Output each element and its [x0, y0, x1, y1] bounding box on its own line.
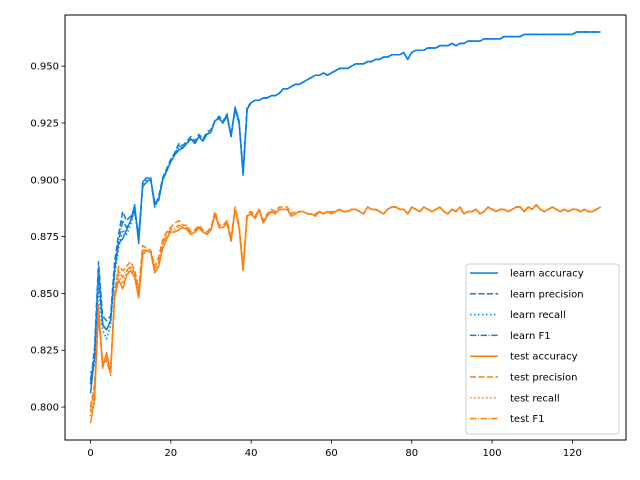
y-tick-label: 0.850 — [30, 289, 59, 300]
y-tick-label: 0.925 — [30, 118, 59, 129]
x-axis: 0 20 40 60 80 100 120 — [87, 440, 582, 459]
legend-label-test-recall: test recall — [510, 393, 560, 404]
legend-box — [465, 263, 620, 435]
legend-label-test-accuracy: test accuracy — [510, 352, 578, 363]
series-line-learn-precision — [89, 31, 601, 385]
y-tick-label: 0.875 — [30, 232, 59, 243]
legend-label-learn-accuracy: learn accuracy — [510, 269, 584, 280]
x-tick-label: 80 — [405, 448, 418, 459]
y-tick-label: 0.825 — [30, 346, 59, 357]
x-tick-label: 0 — [87, 448, 93, 459]
plot-frame — [64, 14, 627, 441]
legend-label-learn-precision: learn precision — [510, 289, 584, 300]
legend-label-test-precision: test precision — [510, 373, 578, 384]
legend-label-learn-f1: learn F1 — [510, 331, 551, 342]
x-tick-label: 100 — [483, 448, 502, 459]
x-tick-label: 120 — [563, 448, 582, 459]
series-line-learn-f1 — [89, 31, 601, 380]
x-tick-label: 20 — [164, 448, 177, 459]
y-tick-label: 0.800 — [30, 403, 59, 414]
legend: learn accuracy learn precision learn recal… — [465, 263, 620, 435]
series-line-test-recall — [89, 204, 601, 417]
series-line-test-precision — [89, 204, 601, 408]
series-layer — [89, 31, 601, 424]
y-tick-label: 0.900 — [30, 175, 59, 186]
y-tick-label: 0.950 — [30, 62, 59, 73]
x-tick-label: 60 — [325, 448, 338, 459]
legend-label-test-f1: test F1 — [510, 414, 545, 425]
y-axis: 0.800 0.825 0.850 0.875 0.900 0.925 0.950 — [30, 62, 65, 414]
x-tick-label: 40 — [245, 448, 258, 459]
legend-label-learn-recall: learn recall — [510, 310, 566, 321]
